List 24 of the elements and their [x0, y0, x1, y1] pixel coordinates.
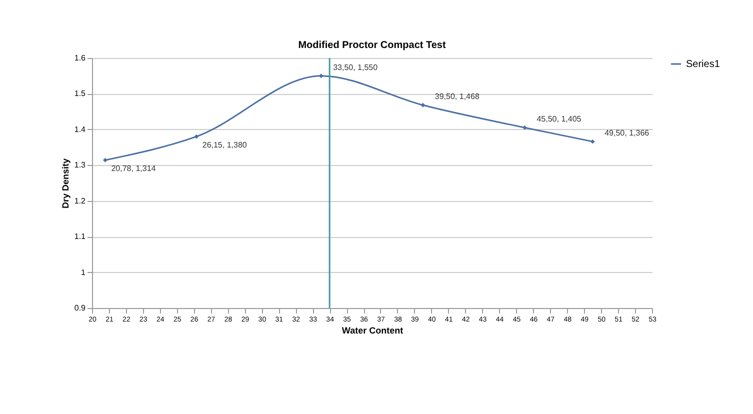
point	[194, 134, 199, 139]
y-tick-label: 1.1	[74, 232, 86, 242]
annotation: 33,50, 1,550	[333, 62, 378, 72]
y-tick-label: 1.6	[74, 54, 86, 62]
legend-label: Series1	[686, 59, 720, 70]
y-tick-label: 0.9	[74, 304, 86, 312]
annotation: 20,78, 1,314	[111, 164, 156, 174]
annotation: 49,50, 1,366	[604, 128, 650, 138]
point	[318, 74, 324, 78]
annotation: 45,50, 1,405	[536, 114, 582, 124]
y-axis-title: Dry Density	[60, 158, 70, 209]
y-tick-label: 1.4	[74, 124, 86, 134]
y-tick-label: 1.2	[74, 196, 86, 206]
point	[522, 125, 527, 130]
chart-title: Modified Proctor Compact Test	[298, 40, 446, 51]
point	[590, 139, 595, 144]
x-axis-title: Water Content	[342, 326, 404, 336]
annotation: 26,15, 1,380	[202, 140, 248, 150]
y-tick-label: 1.3	[74, 160, 86, 170]
annotation: 39,50, 1,468	[434, 92, 480, 102]
y-tick-label: 1	[81, 268, 86, 277]
point	[103, 158, 108, 162]
point	[420, 102, 426, 108]
y-tick-label: 1.5	[74, 89, 86, 98]
